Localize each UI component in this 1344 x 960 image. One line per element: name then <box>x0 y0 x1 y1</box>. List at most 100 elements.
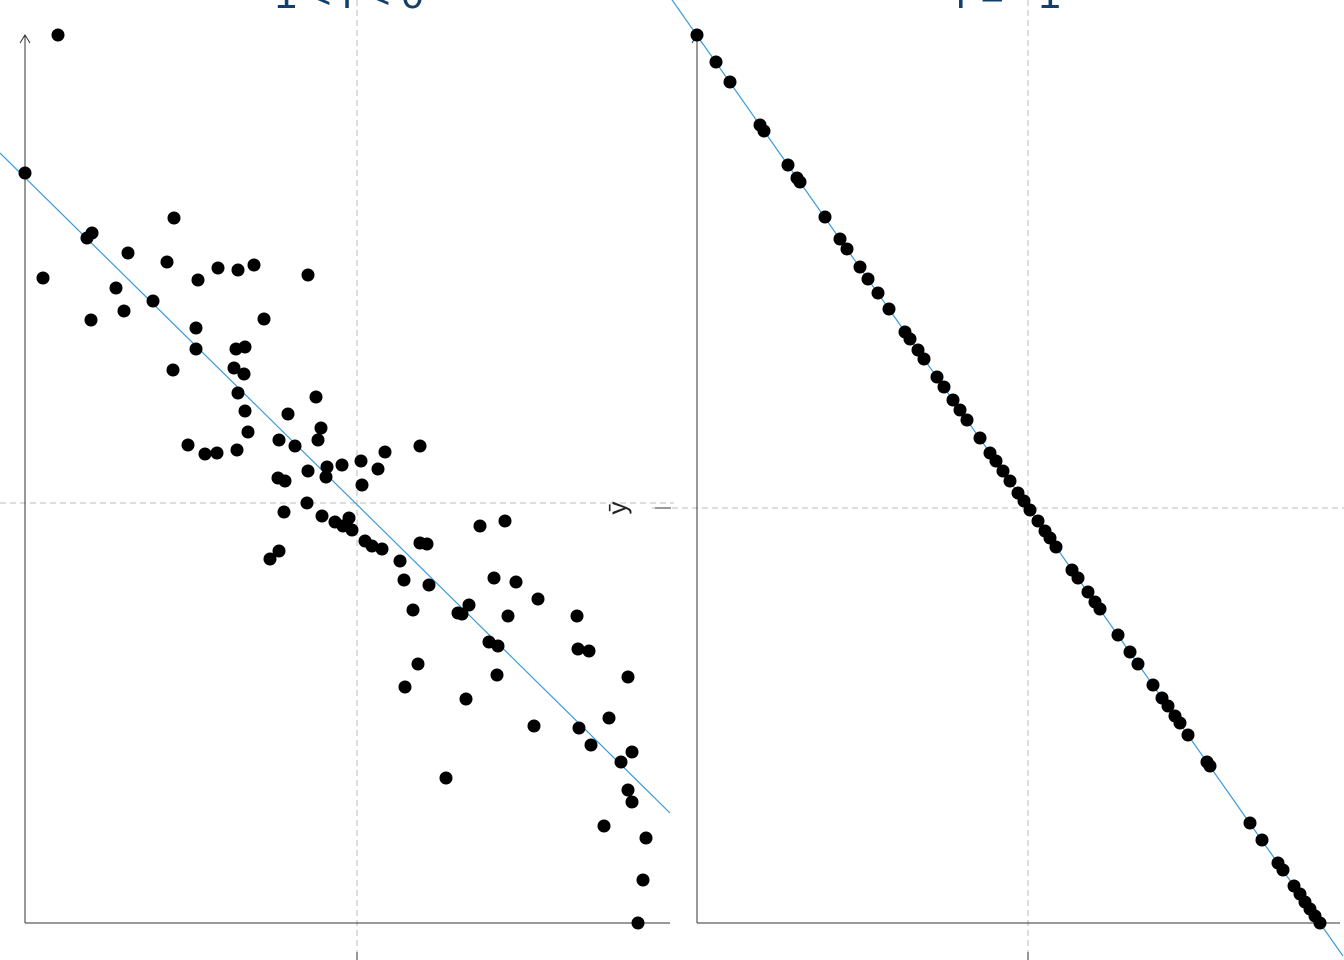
point <box>238 404 252 418</box>
point <box>393 554 407 568</box>
point <box>198 447 212 461</box>
point <box>1023 503 1037 517</box>
point <box>473 519 487 533</box>
point <box>1093 602 1107 616</box>
point <box>709 55 723 69</box>
point <box>639 831 653 845</box>
point <box>882 302 896 316</box>
point <box>602 711 616 725</box>
point <box>84 313 98 327</box>
point <box>309 390 323 404</box>
point <box>1123 645 1137 659</box>
point <box>490 668 504 682</box>
point <box>1111 628 1125 642</box>
point <box>462 598 476 612</box>
point <box>227 361 241 375</box>
point <box>167 211 181 225</box>
point <box>272 544 286 558</box>
point <box>636 873 650 887</box>
point <box>1049 540 1063 554</box>
point <box>117 304 131 318</box>
point <box>1313 916 1327 930</box>
point <box>121 246 135 260</box>
point <box>238 340 252 354</box>
point <box>36 271 50 285</box>
point <box>378 445 392 459</box>
point <box>989 454 1003 468</box>
point <box>314 421 328 435</box>
point <box>937 380 951 394</box>
point <box>621 670 635 684</box>
point <box>723 75 737 89</box>
point <box>181 438 195 452</box>
point <box>354 454 368 468</box>
point <box>411 657 425 671</box>
point <box>757 124 771 138</box>
point <box>375 542 389 556</box>
point <box>903 332 917 346</box>
point <box>365 539 379 553</box>
point <box>509 575 523 589</box>
point <box>301 464 315 478</box>
point <box>345 523 359 537</box>
point <box>973 431 987 445</box>
chart-title: −1 < r < 0 <box>251 0 423 17</box>
point <box>625 795 639 809</box>
point <box>1003 474 1017 488</box>
point <box>189 342 203 356</box>
point <box>288 439 302 453</box>
point <box>1181 728 1195 742</box>
point <box>487 571 501 585</box>
point <box>301 268 315 282</box>
point <box>946 393 960 407</box>
point <box>230 443 244 457</box>
point <box>621 783 635 797</box>
point <box>335 458 349 472</box>
point <box>491 639 505 653</box>
point <box>455 607 469 621</box>
point <box>257 312 271 326</box>
point <box>51 28 65 42</box>
point <box>1161 699 1175 713</box>
point <box>953 403 967 417</box>
point <box>413 439 427 453</box>
point <box>315 509 329 523</box>
point <box>320 460 334 474</box>
point <box>241 425 255 439</box>
point <box>1031 514 1045 528</box>
point <box>397 573 411 587</box>
chart-title: r = −1 <box>956 0 1061 17</box>
point <box>570 609 584 623</box>
point <box>319 470 333 484</box>
point <box>960 413 974 427</box>
point <box>311 433 325 447</box>
point <box>631 916 645 930</box>
point <box>527 719 541 733</box>
point <box>793 175 807 189</box>
point <box>109 281 123 295</box>
point <box>166 363 180 377</box>
point <box>191 273 205 287</box>
point <box>614 755 628 769</box>
y-axis-arrow <box>19 34 31 44</box>
point <box>531 592 545 606</box>
point <box>160 255 174 269</box>
point <box>1203 759 1217 773</box>
point <box>1243 816 1257 830</box>
point <box>1081 585 1095 599</box>
fit-line <box>0 152 671 814</box>
point <box>917 352 931 366</box>
point <box>371 462 385 476</box>
point <box>1255 833 1269 847</box>
point <box>996 464 1010 478</box>
point <box>459 692 473 706</box>
y-mean-label: ȳ <box>602 502 632 515</box>
point <box>398 680 412 694</box>
point <box>231 263 245 277</box>
point <box>572 721 586 735</box>
point <box>18 166 32 180</box>
point <box>1071 571 1085 585</box>
point <box>690 28 704 42</box>
point <box>861 272 875 286</box>
